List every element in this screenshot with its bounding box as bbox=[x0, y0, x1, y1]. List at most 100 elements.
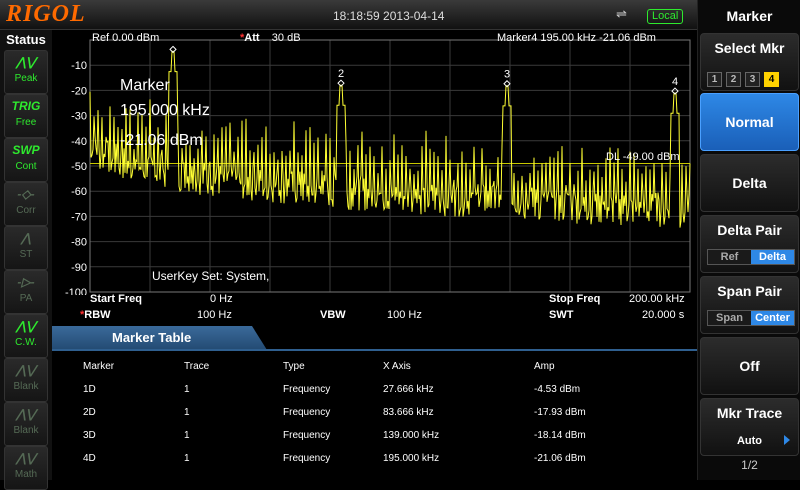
y-tick-label: -20 bbox=[71, 85, 87, 97]
active-marker-readout: Marker4 195.00 kHz -21.06 dBm bbox=[497, 32, 656, 44]
marker-label: Marker bbox=[120, 77, 170, 94]
status-button-blank[interactable]: ⋀⋁ Blank bbox=[4, 402, 48, 446]
swt-value: 20.000 s bbox=[642, 309, 685, 321]
status-button-cw[interactable]: ⋀⋁ C.W. bbox=[4, 314, 48, 358]
marker-table-tab[interactable]: Marker Table bbox=[52, 326, 267, 350]
swt-label: SWT bbox=[549, 309, 574, 321]
marker-number-1[interactable]: 1 bbox=[707, 72, 722, 87]
status-button-free[interactable]: TRIG Free bbox=[4, 94, 48, 138]
attenuation: *Att 30 dB bbox=[240, 32, 301, 44]
status-label: PA bbox=[19, 293, 33, 304]
marker-trace-label: Mkr Trace bbox=[716, 405, 783, 421]
column-header: Amp bbox=[534, 361, 555, 372]
spectrum-trace bbox=[89, 50, 691, 228]
marker-table-divider bbox=[52, 349, 697, 351]
marker-number-4[interactable]: 4 bbox=[764, 72, 779, 87]
marker-trace-key[interactable]: Mkr Trace Auto bbox=[700, 398, 799, 456]
span-pair-center[interactable]: Center bbox=[751, 311, 794, 325]
table-cell: 1D bbox=[83, 384, 96, 395]
y-tick-label: -10 bbox=[71, 60, 87, 72]
marker-number-label: 3 bbox=[504, 69, 510, 81]
delta-label: Delta bbox=[732, 175, 767, 191]
table-cell: -4.53 dBm bbox=[534, 384, 581, 395]
status-label: Math bbox=[14, 469, 38, 480]
blank-icon: ⋀⋁ bbox=[16, 407, 36, 421]
clear-write-icon: ⋀⋁ bbox=[16, 319, 36, 333]
menu-title: Marker bbox=[726, 8, 773, 24]
status-label: Blank bbox=[13, 381, 39, 392]
status-label: Free bbox=[15, 117, 37, 128]
display-line-label: DL -49.00 dBm bbox=[606, 151, 680, 163]
delta-key[interactable]: Delta bbox=[700, 154, 799, 212]
span-pair-span[interactable]: Span bbox=[708, 311, 751, 325]
y-tick-label: -50 bbox=[71, 161, 87, 173]
select-marker-label: Select Mkr bbox=[714, 40, 785, 56]
y-tick-label: -80 bbox=[71, 237, 87, 249]
delta-pair-toggle[interactable]: Ref Delta bbox=[707, 249, 795, 265]
local-mode-badge[interactable]: Local bbox=[647, 9, 684, 24]
status-label: Corr bbox=[16, 205, 36, 216]
stat-icon: ⋀ bbox=[21, 231, 31, 245]
status-title: Status bbox=[6, 32, 46, 47]
status-label: ST bbox=[19, 249, 33, 260]
math-icon: ⋀⋁ bbox=[16, 451, 36, 465]
status-button-pa[interactable]: -▷- PA bbox=[4, 270, 48, 314]
status-button-corr[interactable]: -◇- Corr bbox=[4, 182, 48, 226]
marker-diamond bbox=[503, 80, 511, 88]
table-cell: 139.000 kHz bbox=[383, 430, 440, 441]
marker-diamond bbox=[671, 87, 679, 95]
preamp-icon: -▷- bbox=[17, 275, 35, 289]
table-cell: 1 bbox=[184, 430, 190, 441]
att-label: Att bbox=[244, 32, 260, 44]
marker-amplitude: -21.06 dBm bbox=[120, 132, 203, 149]
rbw-label: RBW bbox=[84, 309, 111, 321]
rbw: *RBW bbox=[80, 309, 111, 321]
start-freq-label: Start Freq bbox=[90, 293, 142, 305]
y-tick-label: -60 bbox=[71, 186, 87, 198]
y-tick-label: -30 bbox=[71, 111, 87, 123]
blank-icon: ⋀⋁ bbox=[16, 363, 36, 377]
marker-diamond bbox=[337, 79, 345, 87]
normal-key[interactable]: Normal bbox=[700, 93, 799, 151]
sweep-params: Start Freq 0 Hz Stop Freq 200.00 kHz *RB… bbox=[52, 293, 697, 325]
delta-pair-key[interactable]: Delta Pair Ref Delta bbox=[700, 215, 799, 273]
table-cell: 27.666 kHz bbox=[383, 384, 434, 395]
table-cell: 83.666 kHz bbox=[383, 407, 434, 418]
delta-pair-delta[interactable]: Delta bbox=[751, 250, 794, 264]
table-cell: 3D bbox=[83, 430, 96, 441]
off-key[interactable]: Off bbox=[700, 337, 799, 395]
vbw-value: 100 Hz bbox=[387, 309, 422, 321]
span-pair-key[interactable]: Span Pair Span Center bbox=[700, 276, 799, 334]
table-cell: 1 bbox=[184, 384, 190, 395]
y-tick-label: -70 bbox=[71, 211, 87, 223]
column-header: Trace bbox=[184, 361, 210, 372]
peak-icon: ⋀⋁ bbox=[16, 55, 36, 69]
marker-number-3[interactable]: 3 bbox=[745, 72, 760, 87]
trig-icon: TRIG bbox=[11, 99, 41, 113]
status-button-st[interactable]: ⋀ ST bbox=[4, 226, 48, 270]
marker-number-2[interactable]: 2 bbox=[726, 72, 741, 87]
column-header: Marker bbox=[83, 361, 115, 372]
vbw-label: VBW bbox=[320, 309, 346, 321]
ref-level: Ref 0.00 dBm bbox=[92, 32, 160, 44]
spectrum-svg: -10 -20 -30 -40 -50 -60 -70 -80 -90 -100 2 3 4 bbox=[65, 39, 691, 295]
top-bar: RIGOL 18:18:59 2013-04-14 ⇌ Local bbox=[0, 0, 697, 30]
delta-pair-ref[interactable]: Ref bbox=[708, 250, 751, 264]
status-button-cont[interactable]: SWP Cont bbox=[4, 138, 48, 182]
span-pair-toggle[interactable]: Span Center bbox=[707, 310, 795, 326]
sweep-icon: SWP bbox=[12, 143, 40, 157]
marker-diamond bbox=[169, 45, 177, 54]
column-header: X Axis bbox=[383, 361, 411, 372]
normal-label: Normal bbox=[725, 114, 774, 130]
status-button-blank[interactable]: ⋀⋁ Blank bbox=[4, 358, 48, 402]
status-button-peak[interactable]: ⋀⋁ Peak bbox=[4, 50, 48, 94]
table-cell: Frequency bbox=[283, 453, 331, 464]
rigol-logo: RIGOL bbox=[6, 1, 86, 27]
off-label: Off bbox=[739, 358, 760, 374]
table-cell: 195.000 kHz bbox=[383, 453, 440, 464]
status-button-math[interactable]: ⋀⋁ Math bbox=[4, 446, 48, 490]
table-cell: 1 bbox=[184, 453, 190, 464]
